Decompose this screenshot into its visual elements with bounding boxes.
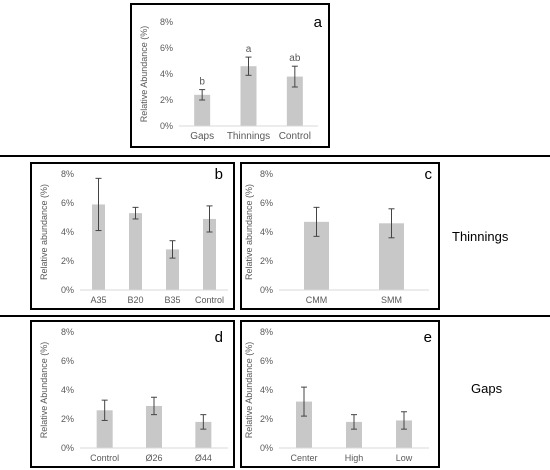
y-axis-title: Relative abundance (%) [39, 184, 49, 280]
y-tick-label: 0% [61, 285, 74, 295]
panel-label: e [424, 329, 432, 346]
chart-c-svg: 0% 2% 4% 6% 8% Relative abundance (%) CMM SMM c [244, 166, 433, 305]
y-tick-label: 2% [61, 414, 74, 424]
y-tick-label: 8% [61, 169, 74, 179]
y-axis-title: Relative Abundance (%) [244, 342, 254, 439]
y-tick-label: 0% [61, 443, 74, 453]
x-category-label: SMM [381, 295, 402, 305]
chart-e-svg: 0% 2% 4% 6% 8% Relative Abundance (%) Center Hi… [244, 327, 432, 463]
x-category-label: High [345, 453, 364, 463]
thinnings-group-label: Thinnings [452, 229, 509, 244]
y-tick-label: 4% [260, 385, 273, 395]
y-tick-label: 0% [160, 121, 173, 131]
y-tick-label: 8% [61, 327, 74, 337]
y-tick-label: 2% [260, 256, 273, 266]
bar-high [346, 421, 362, 448]
y-tick-label: 6% [61, 356, 74, 366]
bar-b20 [129, 213, 142, 290]
x-category-label: Control [195, 295, 224, 305]
y-axis-title: Relative Abundance (%) [39, 342, 49, 439]
chart-panel-b: 0% 2% 4% 6% 8% Relative abundance (%) A35 B20 B3… [30, 162, 235, 310]
x-category-label: B35 [164, 295, 180, 305]
bar-center [296, 401, 312, 448]
bar-b35 [166, 249, 179, 290]
chart-panel-a: 0% 2% 4% 6% 8% Relative Abundance (%) b Gaps a Th… [130, 3, 330, 148]
x-category-label: Thinnings [227, 131, 270, 142]
y-axis-title: Relative Abundance (%) [139, 26, 149, 123]
y-tick-label: 4% [160, 69, 173, 79]
y-tick-label: 6% [160, 43, 173, 53]
chart-d-svg: 0% 2% 4% 6% 8% Relative Abundance (%) Control Ø… [39, 327, 228, 463]
bar-control [286, 76, 303, 126]
y-tick-label: 0% [260, 285, 273, 295]
y-axis-title: Relative abundance (%) [244, 184, 254, 280]
x-category-label: A35 [90, 295, 106, 305]
chart-panel-e: 0% 2% 4% 6% 8% Relative Abundance (%) Center Hi… [240, 320, 440, 468]
bar-low [396, 420, 412, 448]
panel-label: d [215, 329, 223, 346]
chart-panel-d: 0% 2% 4% 6% 8% Relative Abundance (%) Control Ø… [30, 320, 235, 468]
x-category-label: Center [290, 453, 317, 463]
significance-letter: ab [289, 53, 301, 64]
x-category-label: Control [90, 453, 119, 463]
x-category-label: Ø26 [145, 453, 162, 463]
x-category-label: Ø44 [195, 453, 212, 463]
y-tick-label: 4% [61, 385, 74, 395]
panel-label: a [314, 14, 323, 31]
bar-a35 [92, 204, 105, 290]
y-tick-label: 6% [260, 356, 273, 366]
panel-label: c [425, 166, 433, 183]
y-tick-label: 0% [260, 443, 273, 453]
significance-letter: a [246, 44, 252, 55]
y-tick-label: 2% [260, 414, 273, 424]
chart-a-svg: 0% 2% 4% 6% 8% Relative Abundance (%) b Gaps a Th… [139, 14, 323, 142]
bar-ø26 [146, 405, 162, 448]
y-tick-label: 8% [260, 327, 273, 337]
y-tick-label: 2% [61, 256, 74, 266]
panel-label: b [215, 166, 223, 183]
x-category-label: Control [279, 131, 311, 142]
bar-thinnings [240, 66, 257, 126]
significance-letter: b [199, 77, 205, 88]
y-tick-label: 4% [260, 227, 273, 237]
chart-panel-c: 0% 2% 4% 6% 8% Relative abundance (%) CMM SMM c [240, 162, 440, 310]
bar-gaps [194, 94, 211, 126]
top-divider [0, 155, 550, 157]
y-tick-label: 8% [260, 169, 273, 179]
y-tick-label: 2% [160, 95, 173, 105]
y-tick-label: 6% [61, 198, 74, 208]
gaps-group-label: Gaps [471, 381, 503, 396]
y-tick-label: 8% [160, 17, 173, 27]
x-category-label: Low [396, 453, 413, 463]
x-category-label: B20 [127, 295, 143, 305]
bar-ø44 [195, 421, 212, 448]
bar-control [203, 218, 216, 290]
y-tick-label: 6% [260, 198, 273, 208]
middle-divider [0, 315, 550, 317]
bar-control [96, 410, 113, 448]
y-tick-label: 4% [61, 227, 74, 237]
x-category-label: CMM [306, 295, 328, 305]
chart-b-svg: 0% 2% 4% 6% 8% Relative abundance (%) A35 B20 B3… [39, 166, 228, 305]
x-category-label: Gaps [190, 131, 214, 142]
